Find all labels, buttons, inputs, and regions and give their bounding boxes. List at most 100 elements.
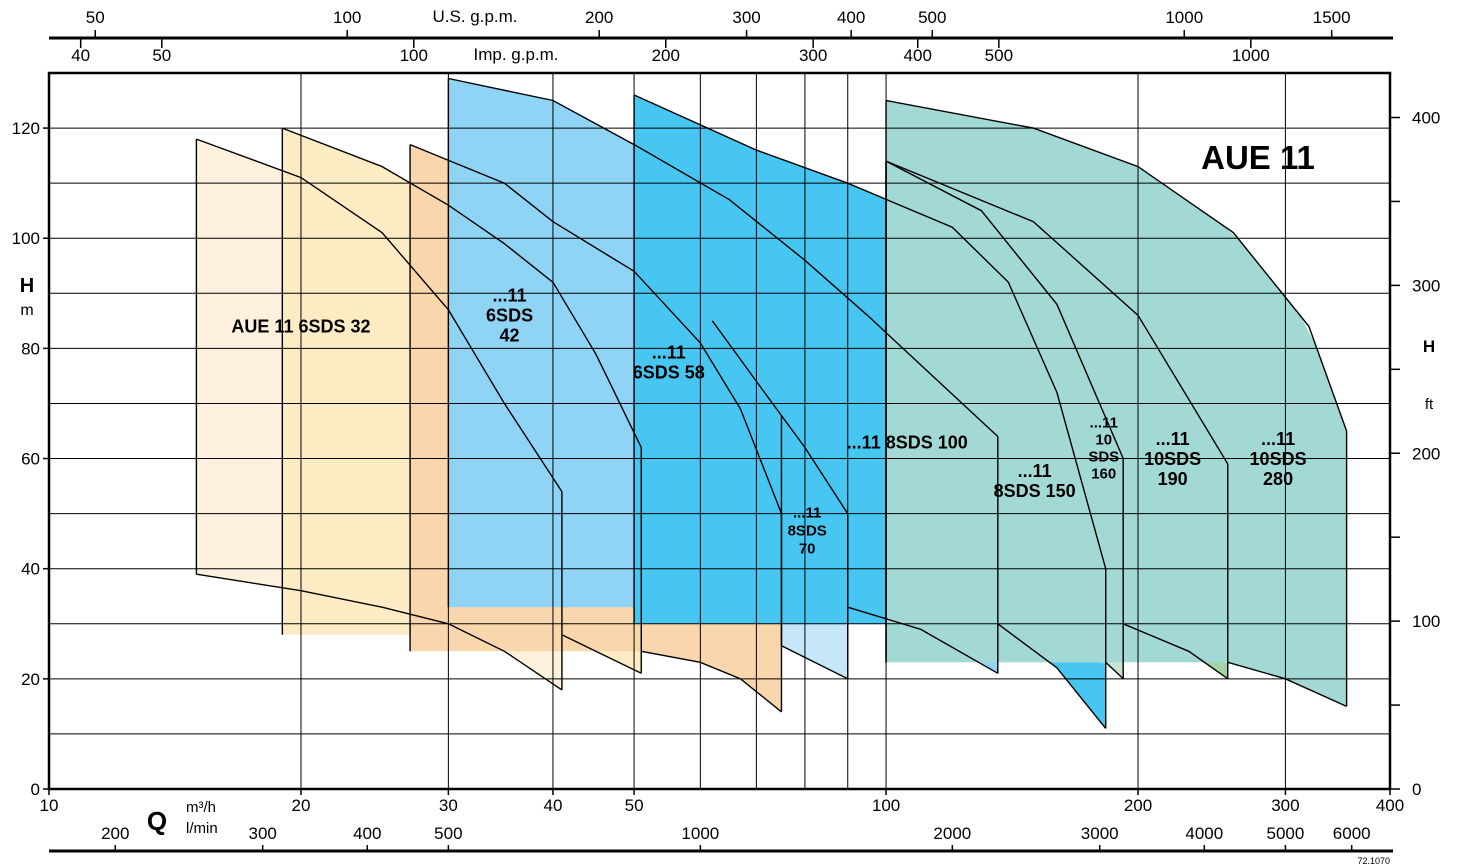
x-axis-symbol: Q [147,806,167,836]
imp-gpm-tick-label: 50 [152,46,171,65]
series-label: 160 [1091,465,1116,482]
lmin-tick-label: 500 [434,824,462,843]
series-label: ...11 [1018,461,1052,481]
y-m-tick-label: 120 [12,119,40,138]
series-upper-curve-5 [448,77,999,438]
y-axis-feet-ticks: 0 100 200 300 400 [1390,109,1440,799]
us-gpm-tick-label: 500 [918,8,946,27]
series-label: 42 [500,326,520,346]
y-axis-meters-symbol: H [20,275,34,297]
x-axis-m3h-ticks: 10 20 30 40 50 100 200 300 400 [40,789,1404,815]
series-upper-curve-1 [196,138,563,492]
y-axis-feet-symbol: H [1423,337,1435,356]
x-axis-lmin-ticks: 200 300 400 500 1000 2000 3000 4000 5000 6000 [101,824,1371,851]
series-lower-curve-4 [781,645,849,680]
imp-gpm-unit-label: Imp. g.p.m. [473,45,558,64]
series-upper-curve-7 [885,160,1124,459]
series-label: 70 [799,540,816,557]
series-upper-curve-6 [633,94,1107,569]
x-tick-label: 200 [1124,796,1152,815]
x-tick-label: 30 [439,796,458,815]
imp-gpm-tick-label: 500 [985,46,1013,65]
drawing-code: 72.1070 [1357,856,1390,866]
us-gpm-tick-label: 400 [837,8,865,27]
lmin-tick-label: 300 [248,824,276,843]
y-ft-tick-label: 0 [1412,780,1421,799]
lmin-tick-label: 4000 [1185,824,1223,843]
x-tick-label: 400 [1376,796,1404,815]
series-label: ...11 [652,342,686,362]
curve-lines [195,77,1348,729]
series-label: ...11 [493,286,527,306]
chart-title: AUE 11 [1201,139,1315,176]
series-label: 10SDS [1250,449,1307,469]
y-m-tick-label: 0 [31,780,40,799]
x-tick-label: 10 [40,796,59,815]
series-label: 6SDS [486,306,533,326]
series-lower-curve-7 [1105,661,1124,680]
series-label: ...11 [1261,429,1295,449]
us-gpm-tick-label: 200 [585,8,613,27]
curve-areas [196,78,1347,729]
x-tick-label: 100 [872,796,900,815]
y-m-tick-label: 40 [21,560,40,579]
imp-gpm-tick-label: 40 [71,46,90,65]
series-upper-curve-9 [885,99,1348,432]
y-ft-tick-label: 200 [1412,444,1440,463]
us-gpm-tick-label: 300 [732,8,760,27]
x-tick-label: 20 [292,796,311,815]
y-m-tick-label: 80 [21,339,40,358]
y-axis-meters-unit: m [20,302,33,319]
y-ft-tick-label: 400 [1412,109,1440,128]
lmin-tick-label: 400 [353,824,381,843]
us-gpm-ticks: 50 100 200 300 400 500 1000 1500 [86,8,1351,38]
series-label: SDS [1088,448,1119,465]
series-lower-curve-1 [196,573,563,691]
imp-gpm-tick-label: 100 [400,46,428,65]
y-m-tick-label: 60 [21,450,40,469]
y-m-tick-label: 100 [12,229,40,248]
series-lower-curve-3 [641,650,782,713]
lmin-tick-label: 200 [101,824,129,843]
us-gpm-tick-label: 100 [333,8,361,27]
series-label: 8SDS [788,522,827,539]
plot-frame [47,71,1392,791]
lmin-tick-label: 3000 [1081,824,1119,843]
series-label: 10SDS [1144,449,1201,469]
x-axis-lmin-unit: l/min [186,820,218,837]
lmin-tick-label: 1000 [681,824,719,843]
imp-gpm-tick-label: 1000 [1232,46,1270,65]
x-tick-label: 40 [543,796,562,815]
series-upper-curve-4 [711,320,849,514]
series-lower-curve-2 [561,634,642,674]
y-axis-feet-unit: ft [1425,396,1434,413]
series-lower-curve-9 [1227,661,1347,708]
series-label: 10 [1095,431,1112,448]
y-ft-tick-label: 300 [1412,276,1440,295]
series-upper-curve-8 [885,160,1229,465]
series-label: 280 [1263,469,1293,489]
series-label: ...11 [1156,429,1190,449]
series-label: 190 [1158,469,1188,489]
series-label: ...11 [793,504,821,521]
imp-gpm-tick-label: 200 [652,46,680,65]
lmin-tick-label: 6000 [1333,824,1371,843]
lmin-tick-label: 5000 [1267,824,1305,843]
series-label: ...11 [1090,414,1118,431]
lmin-tick-label: 2000 [933,824,971,843]
series-lower-curve-8 [1122,623,1229,680]
us-gpm-tick-label: 1500 [1313,8,1351,27]
us-gpm-tick-label: 50 [86,8,105,27]
imp-gpm-tick-label: 300 [799,46,827,65]
imp-gpm-tick-label: 400 [904,46,932,65]
x-axis-m3h-unit: m³/h [186,799,216,816]
y-ft-tick-label: 100 [1412,612,1440,631]
imp-gpm-ticks: 40 50 100 200 300 400 500 1000 [71,38,1270,65]
series-lower-curve-6 [997,623,1107,729]
us-gpm-tick-label: 1000 [1165,8,1203,27]
series-label: AUE 11 6SDS 32 [231,317,370,337]
series-lower-curve-5 [847,606,999,674]
series-label: ...11 8SDS 100 [847,432,968,452]
